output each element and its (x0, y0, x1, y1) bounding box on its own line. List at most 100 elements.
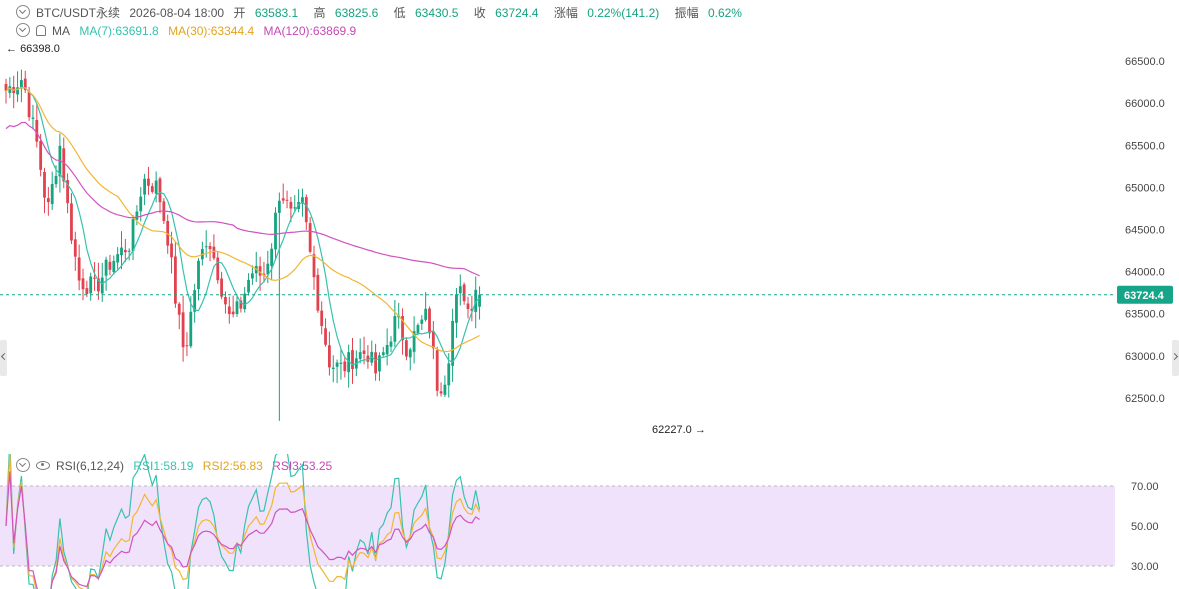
candle-body (50, 183, 54, 205)
candle-body (177, 303, 181, 315)
candle-body (4, 83, 8, 91)
candle-body (424, 308, 428, 320)
candle-body (431, 331, 435, 349)
candle-body (150, 186, 154, 192)
candle-body (251, 273, 254, 279)
candle-body (258, 266, 262, 276)
candle-body (266, 263, 270, 275)
candle-body (308, 223, 312, 252)
y-tick-label: 62500.0 (1125, 393, 1165, 405)
candle-body (31, 117, 35, 119)
candle-body (189, 311, 193, 347)
candle-body (320, 310, 324, 326)
y-tick-label: 66500.0 (1125, 56, 1165, 68)
candle-body (381, 352, 385, 356)
scroll-right-handle[interactable] (1172, 340, 1179, 376)
candle-body (123, 249, 127, 253)
candle-body (389, 341, 393, 347)
candle-body (408, 349, 412, 358)
candle-body (158, 178, 162, 203)
candle-body (420, 319, 424, 324)
candle-body (474, 289, 478, 312)
candle-body (316, 274, 320, 311)
candle-body (478, 294, 481, 307)
rsi1-line (5, 454, 481, 589)
close-value: 63724.4 (495, 6, 539, 20)
y-tick-label: 64000.0 (1125, 267, 1165, 279)
low-label: 低 (393, 6, 406, 20)
candle-body (289, 201, 293, 209)
collapse-icon[interactable] (16, 5, 30, 19)
candle-body (274, 212, 277, 250)
candle-body (8, 86, 12, 93)
candle-body (185, 345, 189, 347)
candle-body (435, 350, 439, 391)
y-tick-label: 64500.0 (1125, 224, 1165, 236)
candle-body (166, 220, 170, 246)
max-price-value: 66398.0 (20, 43, 60, 55)
candle-body (385, 345, 389, 355)
y-tick-label: 65500.0 (1125, 140, 1165, 152)
alert-icon[interactable] (36, 25, 46, 36)
candles-group (4, 69, 481, 421)
candle-body (208, 246, 212, 250)
scroll-left-handle[interactable] (0, 340, 7, 376)
candle-body (301, 197, 304, 204)
candle-body (66, 180, 69, 204)
candle-body (458, 286, 462, 294)
ma7-line (5, 86, 481, 366)
min-price-value: 62227.0 (652, 424, 692, 436)
rsi-legend: RSI(6,12,24) RSI1:58.19 RSI2:56.83 RSI3:… (16, 458, 338, 473)
candle-body (243, 293, 247, 310)
candle-body (293, 207, 297, 209)
datetime-label: 2026-08-04 18:00 (129, 6, 225, 20)
rsi-collapse-icon[interactable] (16, 458, 30, 472)
max-price-marker: ← 66398.0 (6, 43, 60, 55)
symbol-label: BTC/USDT永续 (36, 6, 121, 20)
rsi-label: RSI(6,12,24) (56, 459, 125, 473)
ma-collapse-icon[interactable] (16, 23, 30, 37)
current-price-label: 63724.4 (1124, 290, 1165, 302)
candle-body (466, 303, 470, 310)
candle-body (335, 362, 339, 367)
ma-label: MA (52, 24, 70, 38)
candle-body (116, 254, 120, 263)
y-tick-label: 65000.0 (1125, 182, 1165, 194)
ohlc-header: BTC/USDT永续 2026-08-04 18:00 开 63583.1 高 … (16, 5, 754, 20)
candle-body (405, 340, 408, 357)
rsi-chart[interactable]: 70.00 50.00 30.00 (0, 454, 1179, 589)
candle-body (224, 296, 227, 305)
candle-body (339, 362, 343, 364)
close-label: 收 (473, 6, 486, 20)
y-tick-label: 63000.0 (1125, 351, 1165, 363)
candle-body (112, 260, 116, 273)
candle-body (285, 199, 289, 201)
candle-body (204, 246, 208, 248)
candle-body (324, 328, 327, 345)
candle-body (131, 219, 135, 252)
candle-body (181, 312, 185, 348)
candle-body (73, 239, 77, 257)
candle-body (170, 243, 173, 258)
candle-body (220, 278, 223, 297)
candlestick-chart[interactable]: 66500.0 66000.0 65500.0 65000.0 64500.0 64000… (0, 0, 1179, 450)
candle-body (20, 80, 23, 89)
candle-body (235, 301, 239, 315)
candle-body (428, 308, 431, 334)
rsi-tick-label: 70.00 (1131, 481, 1159, 493)
amp-value: 0.62% (707, 6, 742, 20)
candle-body (127, 250, 131, 252)
candle-body (97, 278, 100, 292)
candle-body (120, 247, 123, 256)
candle-body (216, 257, 220, 281)
rsi-tick-label: 30.00 (1131, 561, 1159, 573)
min-price-marker: 62227.0 → (652, 424, 706, 436)
candle-body (100, 277, 104, 294)
ma120-line (5, 121, 480, 277)
candle-body (174, 256, 177, 304)
candle-body (366, 355, 370, 362)
eye-icon[interactable] (36, 461, 50, 470)
candle-body (451, 320, 454, 366)
candle-body (281, 198, 285, 201)
ma7-label: MA(7):63691.8 (79, 24, 159, 38)
